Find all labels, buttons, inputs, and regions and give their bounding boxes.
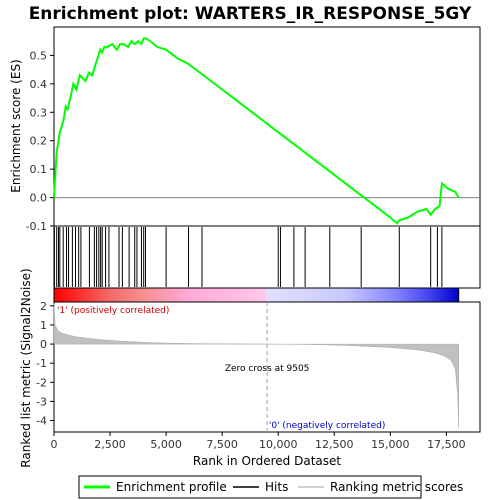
es-y-axis-label: Enrichment score (ES) <box>9 59 23 192</box>
es-y-tick-label: 0.1 <box>30 163 48 176</box>
es-y-tick-label: 0.2 <box>30 135 48 148</box>
x-tick-label: 12,500 <box>315 438 354 451</box>
es-y-tick-label: 0.0 <box>30 192 48 205</box>
x-tick-label: 17,500 <box>427 438 466 451</box>
metric-y-tick-label: -3 <box>36 395 47 408</box>
legend-label: Hits <box>265 480 288 494</box>
legend: Enrichment profile Hits Ranking metric sco… <box>84 480 463 494</box>
es-y-tick-label: -0.1 <box>26 220 47 233</box>
hits-panel-frame <box>53 225 481 289</box>
zero-cross-label: Zero cross at 9505 <box>225 364 310 374</box>
metric-y-tick-label: 1 <box>40 319 47 332</box>
es-y-axis: -0.1 0.0 0.1 0.2 0.3 0.4 0.5 <box>26 49 54 233</box>
enrichment-profile-line <box>53 37 460 225</box>
x-tick-label: 15,000 <box>371 438 410 451</box>
metric-y-tick-label: -1 <box>36 357 47 370</box>
x-tick-label: 0 <box>51 438 58 451</box>
legend-label: Ranking metric scores <box>330 480 463 494</box>
hits-group <box>53 227 443 287</box>
x-tick-label: 10,000 <box>259 438 298 451</box>
metric-y-axis: 2 1 0 -1 -2 -3 -4 <box>36 300 54 428</box>
negative-correlation-label: '0' (negatively correlated) <box>269 421 385 431</box>
metric-y-tick-label: -2 <box>36 376 47 389</box>
x-axis: 0 2,500 5,000 7,500 10,000 12,500 15,000 17,500 <box>51 432 466 451</box>
x-tick-label: 7,500 <box>206 438 238 451</box>
metric-group <box>53 302 459 432</box>
es-y-tick-label: 0.4 <box>30 78 48 91</box>
chart-title: Enrichment plot: WARTERS_IR_RESPONSE_5GY <box>29 4 472 24</box>
es-y-tick-label: 0.3 <box>30 106 48 119</box>
metric-y-axis-label: Ranked list metric (Signal2Noise) <box>19 268 33 467</box>
x-axis-label: Rank in Ordered Dataset <box>193 454 341 468</box>
metric-y-tick-label: 2 <box>40 300 47 313</box>
legend-label: Enrichment profile <box>116 480 227 494</box>
es-panel-frame <box>53 26 481 227</box>
positive-correlation-label: '1' (positively correlated) <box>57 306 169 316</box>
metric-y-tick-label: -4 <box>36 415 47 428</box>
x-tick-label: 5,000 <box>150 438 182 451</box>
rank-color-bar <box>53 287 460 303</box>
x-tick-label: 2,500 <box>94 438 126 451</box>
es-line-group <box>53 37 460 225</box>
es-y-tick-label: 0.5 <box>30 49 48 62</box>
metric-y-tick-label: 0 <box>40 338 47 351</box>
